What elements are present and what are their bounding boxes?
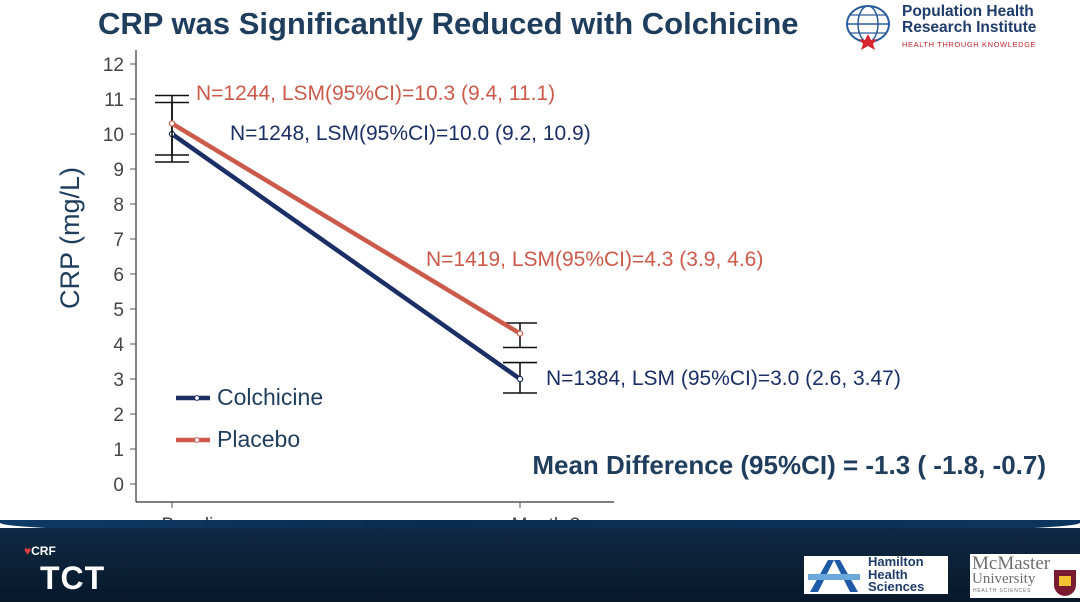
y-tick-label: 0 bbox=[113, 475, 124, 496]
hhs-mark-icon bbox=[808, 560, 860, 592]
legend-marker bbox=[194, 395, 200, 401]
mcmaster-health-sciences: HEALTH SCIENCES bbox=[973, 588, 1032, 594]
hamilton-health-sciences-logo: Hamilton Health Sciences bbox=[804, 554, 948, 594]
data-point bbox=[168, 120, 176, 127]
hhs-text: Hamilton Health Sciences bbox=[868, 554, 925, 594]
y-tick-label: 12 bbox=[103, 55, 124, 76]
y-tick-label: 3 bbox=[113, 370, 124, 391]
mcmaster-name: McMaster bbox=[972, 553, 1051, 574]
data-point bbox=[516, 375, 524, 383]
y-tick-label: 9 bbox=[113, 160, 124, 181]
series-line bbox=[169, 121, 523, 336]
chart-series-layer bbox=[155, 94, 537, 394]
data-label: N=1384, LSM (95%CI)=3.0 (2.6, 3.47) bbox=[546, 367, 901, 390]
y-tick-label: 10 bbox=[103, 125, 124, 146]
legend-label: Placebo bbox=[217, 426, 300, 452]
mcmaster-logo: McMaster University HEALTH SCIENCES bbox=[970, 554, 1080, 598]
y-tick-label: 4 bbox=[113, 335, 124, 356]
data-label: N=1419, LSM(95%CI)=4.3 (3.9, 4.6) bbox=[426, 248, 763, 271]
heart-icon: ♥ bbox=[24, 544, 32, 558]
chart-labels-layer: N=1244, LSM(95%CI)=10.3 (9.4, 11.1) N=124… bbox=[196, 82, 901, 390]
data-point bbox=[516, 330, 524, 337]
y-tick-label: 8 bbox=[113, 195, 124, 216]
mcmaster-university: University bbox=[972, 571, 1036, 587]
series-line bbox=[169, 131, 523, 382]
phri-logo: Population Health Research Institute HEA… bbox=[842, 4, 1078, 56]
phri-tagline: HEALTH THROUGH KNOWLEDGE bbox=[902, 40, 1037, 49]
legend-marker bbox=[194, 437, 200, 443]
legend-label: Colchicine bbox=[217, 384, 323, 410]
mean-difference-text: Mean Difference (95%CI) = -1.3 ( -1.8, -… bbox=[532, 450, 1046, 480]
y-tick-label: 6 bbox=[113, 265, 124, 286]
slide-title: CRP was Significantly Reduced with Colch… bbox=[98, 6, 799, 41]
series-placebo bbox=[155, 94, 537, 349]
phri-name: Population Health Research Institute bbox=[902, 3, 1037, 36]
data-label: N=1248, LSM(95%CI)=10.0 (9.2, 10.9) bbox=[230, 122, 591, 145]
y-tick-label: 2 bbox=[113, 405, 124, 426]
crf-logo: ♥CRF bbox=[24, 544, 56, 558]
globe-icon bbox=[846, 5, 890, 50]
mcmaster-crest-icon bbox=[1054, 570, 1076, 596]
y-tick-label: 7 bbox=[113, 230, 124, 251]
y-tick-label: 11 bbox=[104, 90, 124, 111]
tct-logo: TCT bbox=[40, 560, 106, 596]
data-label: N=1244, LSM(95%CI)=10.3 (9.4, 11.1) bbox=[196, 82, 555, 105]
chart-legend: Colchicine Placebo bbox=[176, 384, 323, 452]
y-tick-label: 5 bbox=[113, 300, 124, 321]
y-axis-title: CRP (mg/L) bbox=[55, 167, 85, 309]
y-tick-label: 1 bbox=[113, 440, 124, 461]
